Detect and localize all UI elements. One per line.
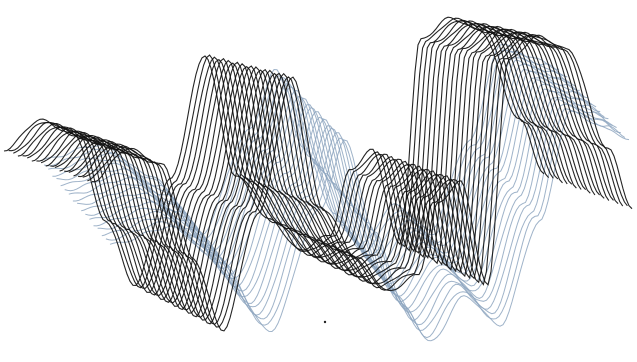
black-wave-band-line xyxy=(87,35,628,328)
blue-wave-band-line xyxy=(109,110,630,342)
black-wave-band-line xyxy=(91,34,633,332)
blue-wave-band-line xyxy=(101,103,621,332)
blue-wave-band-line xyxy=(105,108,626,339)
small-dot xyxy=(323,320,327,324)
blue-wave-band-line xyxy=(93,97,613,321)
black-wave-band xyxy=(3,16,633,332)
blue-wave-band-line xyxy=(64,68,584,282)
blue-wave-band-line xyxy=(68,70,588,285)
